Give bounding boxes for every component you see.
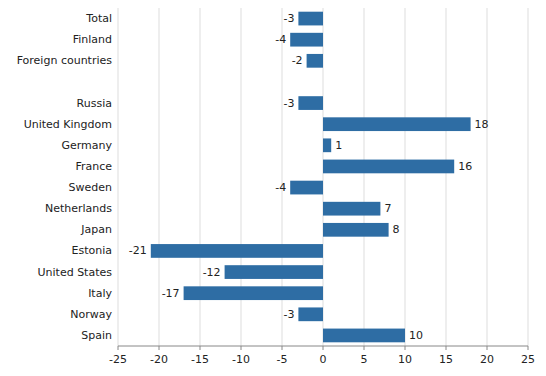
category-label: Italy (88, 287, 112, 300)
axis-line (118, 346, 528, 347)
data-label: -4 (275, 181, 286, 194)
chart-container: -25 -20 -15 -10 -5 0 5 10 15 20 25 Total Finland Fore… (0, 0, 546, 376)
category-label: Sweden (69, 181, 112, 194)
tick-mark (528, 346, 529, 350)
category-label: Japan (80, 223, 112, 236)
data-label: -3 (283, 97, 294, 110)
grid-line (528, 8, 529, 346)
data-label: -2 (292, 54, 303, 67)
bar (323, 223, 389, 237)
category-label: United States (38, 266, 113, 279)
bar (323, 329, 405, 343)
data-label: 7 (384, 202, 391, 215)
category-label: Spain (81, 329, 112, 342)
tick-label: 5 (361, 353, 368, 366)
data-labels: -3 -4 -2 -3 18 1 16 -4 78 -21 -12 -17 -3 10 (129, 12, 489, 342)
tick-label: -5 (277, 353, 288, 366)
grid-line (159, 8, 160, 346)
bar (290, 33, 323, 47)
tick-label: -15 (191, 353, 209, 366)
data-label: 1 (335, 139, 342, 152)
tick-mark (323, 346, 324, 350)
category-label: France (75, 160, 112, 173)
bar (323, 160, 454, 174)
x-axis: -25 -20 -15 -10 -5 0 5 10 15 20 25 (109, 346, 535, 366)
bar (323, 117, 471, 131)
data-label: 10 (409, 329, 423, 342)
tick-mark (487, 346, 488, 350)
tick-label: 15 (439, 353, 453, 366)
tick-label: -10 (232, 353, 250, 366)
category-label: Russia (77, 97, 112, 110)
data-label: -12 (203, 266, 221, 279)
tick-mark (405, 346, 406, 350)
data-label: -4 (275, 33, 286, 46)
tick-mark (159, 346, 160, 350)
tick-mark (241, 346, 242, 350)
grid-line (364, 8, 365, 346)
category-label: Germany (61, 139, 112, 152)
tick-label: -25 (109, 353, 127, 366)
category-label: Finland (73, 33, 112, 46)
grid-line (118, 8, 119, 346)
tick-label: 25 (521, 353, 535, 366)
tick-label: 10 (398, 353, 412, 366)
category-label: Total (85, 12, 112, 25)
category-label: Norway (70, 308, 112, 321)
chart: -25 -20 -15 -10 -5 0 5 10 15 20 25 Total Finland Fore… (0, 0, 546, 376)
bar (298, 307, 323, 321)
bar (323, 202, 380, 216)
category-label: Netherlands (45, 202, 112, 215)
data-label: 16 (458, 160, 472, 173)
bars (151, 12, 471, 343)
tick-mark (446, 346, 447, 350)
category-label: United Kingdom (24, 118, 112, 131)
tick-mark (282, 346, 283, 350)
data-label: 18 (475, 118, 489, 131)
tick-mark (364, 346, 365, 350)
grid-line (487, 8, 488, 346)
bar (298, 96, 323, 110)
grid-line (405, 8, 406, 346)
data-label: -21 (129, 244, 147, 257)
data-label: -17 (162, 287, 180, 300)
tick-mark (118, 346, 119, 350)
bar (225, 265, 323, 279)
y-axis: Total Finland Foreign countries Russia Unite… (17, 12, 113, 342)
category-label: Foreign countries (17, 54, 113, 67)
category-label: Estonia (72, 244, 113, 257)
bar (151, 244, 323, 258)
data-label: -3 (283, 12, 294, 25)
data-label: 8 (393, 223, 400, 236)
tick-mark (200, 346, 201, 350)
bar (184, 286, 323, 300)
tick-label: -20 (150, 353, 168, 366)
tick-label: 0 (320, 353, 327, 366)
bar (298, 12, 323, 26)
bar (307, 54, 323, 68)
data-label: -3 (283, 308, 294, 321)
bar (290, 181, 323, 195)
bar (323, 138, 331, 152)
tick-label: 20 (480, 353, 494, 366)
grid (118, 8, 528, 346)
grid-line (446, 8, 447, 346)
